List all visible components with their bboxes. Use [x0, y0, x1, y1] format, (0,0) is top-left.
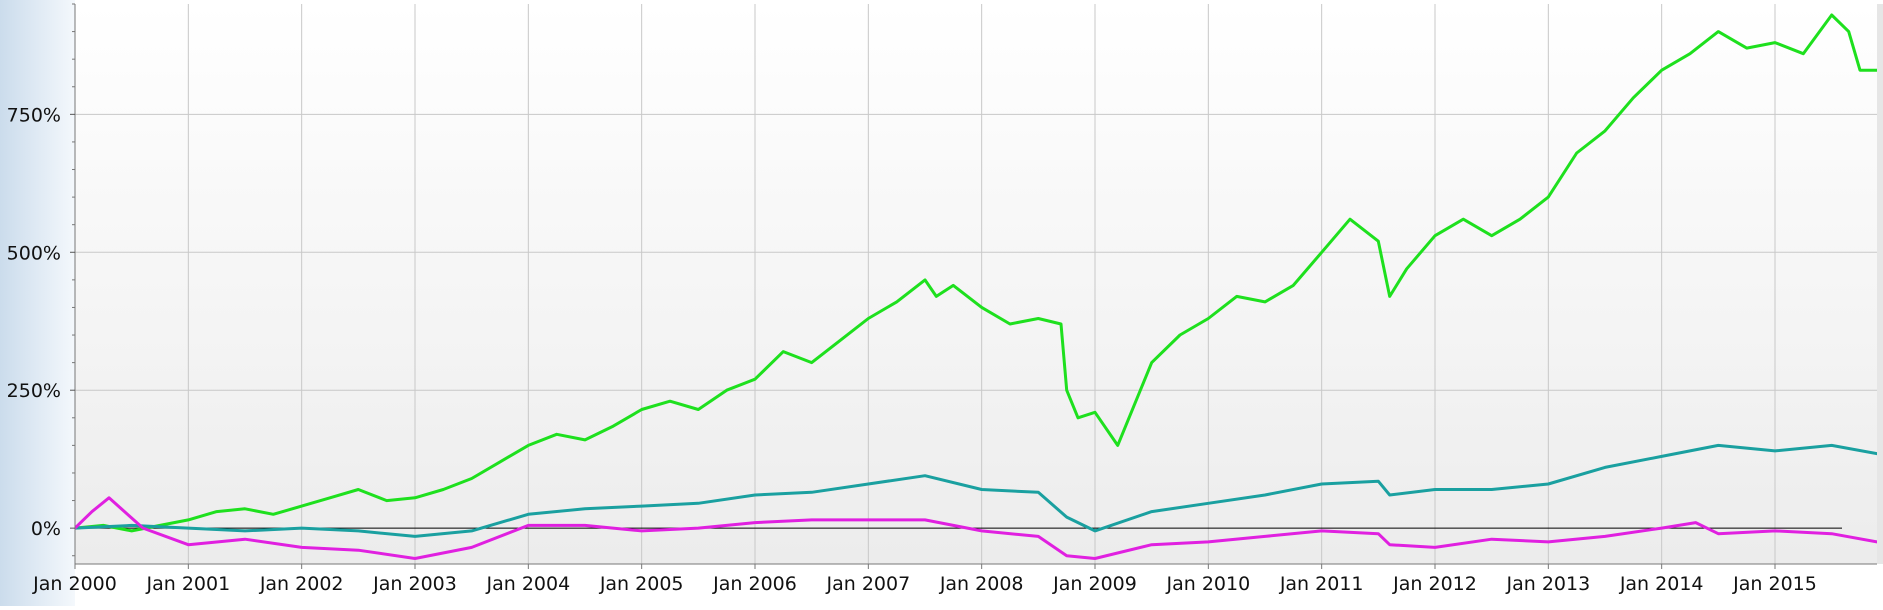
x-tick-label: Jan 2012: [1392, 573, 1477, 595]
y-tick-label: 500%: [7, 242, 61, 264]
y-tick-label: 0%: [31, 518, 61, 540]
x-tick-label: Jan 2002: [259, 573, 344, 595]
x-tick-label: Jan 2001: [145, 573, 230, 595]
x-tick-label: Jan 2004: [485, 573, 570, 595]
x-tick-label: Jan 2000: [32, 573, 117, 595]
x-axis-panel: [75, 564, 1883, 606]
series-line-1: [75, 13, 1877, 533]
x-tick-label: Jan 2015: [1732, 573, 1817, 595]
series-line-2: [75, 443, 1877, 538]
y-tick-label: 750%: [7, 104, 61, 126]
x-tick-label: Jan 2006: [712, 573, 797, 595]
x-tick-label: Jan 2005: [599, 573, 684, 595]
x-tick-label: Jan 2003: [372, 573, 457, 595]
x-tick-label: Jan 2011: [1279, 573, 1364, 595]
x-tick-label: Jan 2009: [1052, 573, 1137, 595]
scrollbar[interactable]: [1877, 4, 1883, 564]
series-line-3: [75, 496, 1877, 560]
y-axis-panel: [0, 0, 75, 606]
x-tick-label: Jan 2013: [1505, 573, 1590, 595]
plot-area: [75, 4, 1877, 564]
y-tick-label: 250%: [7, 380, 61, 402]
x-tick-label: Jan 2007: [825, 573, 910, 595]
x-tick-label: Jan 2010: [1165, 573, 1250, 595]
x-tick-label: Jan 2008: [939, 573, 1024, 595]
x-tick-label: Jan 2014: [1619, 573, 1704, 595]
